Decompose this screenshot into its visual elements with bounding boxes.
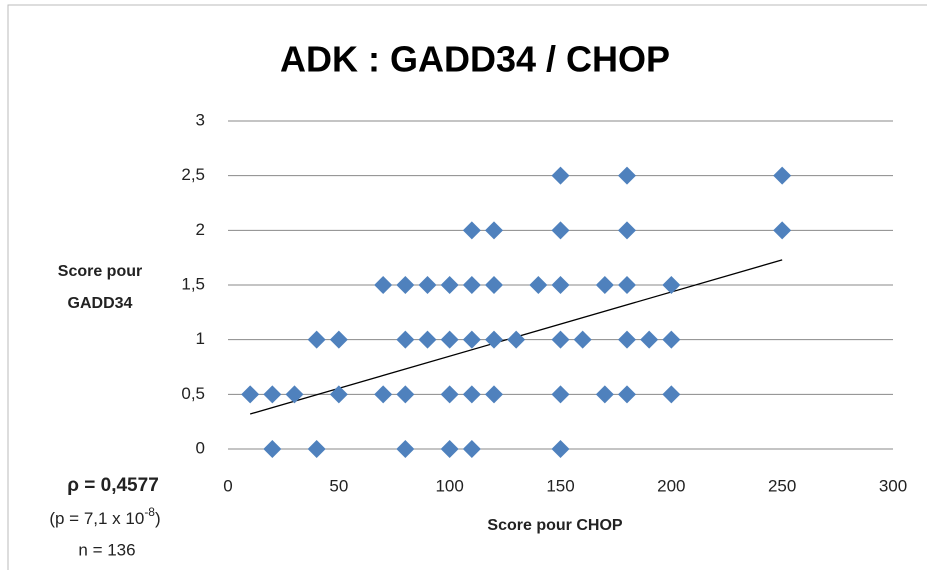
point: [485, 221, 503, 240]
point: [618, 276, 636, 294]
y-tick-label: 0,5: [181, 384, 205, 403]
p-text: (p = 7,1 x 10: [49, 509, 144, 528]
y-tick-label: 0: [196, 438, 205, 457]
point: [396, 330, 415, 349]
n-annotation: n = 136: [78, 540, 135, 559]
p-annotation: (p = 7,1 x 10-8): [49, 505, 160, 528]
point: [462, 221, 481, 240]
x-tick-label: 100: [435, 476, 463, 495]
point: [440, 385, 459, 404]
x-tick-label: 50: [329, 476, 348, 495]
point: [618, 330, 636, 349]
y-axis-label: Score pour: [58, 263, 142, 280]
point: [462, 440, 481, 458]
point: [551, 166, 570, 185]
y-tick-label: 1,5: [181, 274, 205, 293]
point: [551, 385, 570, 404]
x-tick-label: 150: [546, 476, 574, 495]
point: [551, 440, 570, 458]
p-close: ): [155, 509, 161, 528]
point: [595, 276, 614, 294]
point: [263, 440, 282, 458]
point: [485, 276, 503, 294]
point: [307, 440, 326, 458]
point: [374, 276, 393, 294]
y-tick-label: 2,5: [181, 165, 205, 184]
point: [329, 330, 348, 349]
rho-annotation: ρ = 0,4577: [67, 475, 159, 496]
point: [440, 440, 459, 458]
chart-title: ADK : GADD34 / CHOP: [280, 39, 670, 80]
y-tick-label: 2: [196, 220, 205, 239]
point: [551, 221, 570, 240]
point: [618, 166, 636, 185]
point: [285, 385, 304, 404]
point: [462, 276, 481, 294]
point: [773, 166, 792, 185]
point: [662, 385, 681, 404]
point: [551, 330, 570, 349]
point: [307, 330, 326, 349]
p-exponent: -8: [144, 505, 155, 519]
point: [662, 330, 681, 349]
x-tick-label: 300: [879, 476, 907, 495]
point: [485, 385, 503, 404]
y-tick-label: 3: [196, 110, 205, 129]
y-axis-label: GADD34: [68, 295, 133, 312]
point: [418, 330, 437, 349]
x-tick-label: 250: [768, 476, 796, 495]
point: [507, 330, 526, 349]
point: [618, 221, 636, 240]
point: [396, 385, 415, 404]
point: [462, 385, 481, 404]
x-tick-label: 0: [223, 476, 232, 495]
point: [618, 385, 636, 404]
point: [595, 385, 614, 404]
point: [329, 385, 348, 404]
point: [396, 276, 415, 294]
point: [462, 330, 481, 349]
point: [241, 385, 260, 404]
point: [418, 276, 437, 294]
point: [263, 385, 282, 404]
y-tick-label: 1: [196, 329, 205, 348]
point: [485, 330, 503, 349]
point: [529, 276, 548, 294]
point: [440, 276, 459, 294]
point: [374, 385, 393, 404]
point: [773, 221, 792, 240]
point: [551, 276, 570, 294]
point: [640, 330, 659, 349]
point: [440, 330, 459, 349]
point: [662, 276, 681, 294]
point: [573, 330, 592, 349]
point: [396, 440, 415, 458]
x-axis-label: Score pour CHOP: [487, 517, 622, 534]
x-tick-label: 200: [657, 476, 685, 495]
